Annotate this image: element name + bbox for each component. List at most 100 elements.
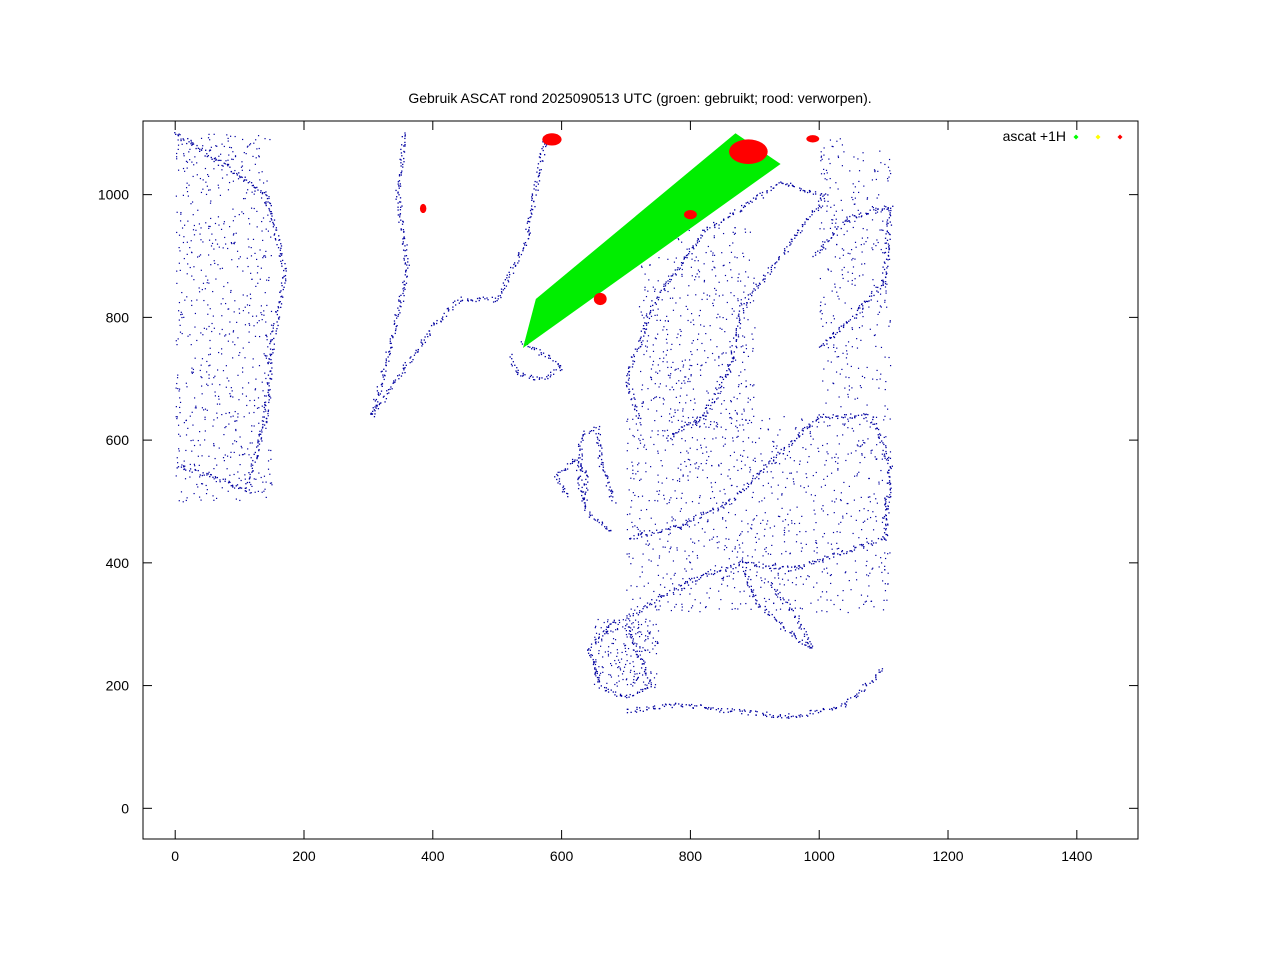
coast-dot bbox=[732, 213, 734, 215]
coast-dot bbox=[579, 457, 581, 459]
inland-dot bbox=[636, 656, 638, 658]
inland-dot bbox=[227, 282, 229, 284]
coast-dot bbox=[436, 319, 438, 322]
inland-dot bbox=[805, 530, 807, 533]
coast-dot bbox=[725, 502, 727, 504]
coast-dot bbox=[766, 466, 768, 468]
coast-dot bbox=[700, 234, 702, 236]
coast-dot bbox=[886, 534, 888, 536]
coast-dot bbox=[881, 208, 884, 210]
coast-dot bbox=[879, 434, 882, 436]
coast-dot bbox=[202, 472, 204, 474]
coast-dot bbox=[801, 429, 803, 431]
coast-dot bbox=[860, 543, 863, 546]
coast-dot bbox=[889, 466, 892, 469]
coast-dot bbox=[404, 141, 406, 144]
coastline-8 bbox=[626, 668, 884, 719]
inland-dot bbox=[754, 327, 756, 329]
inland-dot bbox=[217, 216, 220, 218]
coast-dot bbox=[631, 642, 634, 644]
inland-dot bbox=[237, 471, 239, 473]
coast-dot bbox=[664, 289, 666, 292]
inland-dot bbox=[737, 571, 739, 573]
coast-dot bbox=[658, 593, 661, 596]
inland-dot bbox=[237, 337, 239, 339]
coast-dot bbox=[835, 415, 837, 417]
coast-dot bbox=[271, 362, 273, 364]
coast-dot bbox=[398, 374, 401, 376]
coast-dot bbox=[409, 361, 411, 364]
inland-dot bbox=[887, 166, 890, 168]
coast-dot bbox=[579, 445, 581, 447]
inland-dot bbox=[177, 338, 179, 340]
inland-dot bbox=[743, 256, 745, 258]
inland-dot bbox=[227, 140, 229, 142]
coast-dot bbox=[603, 686, 606, 689]
inland-dot bbox=[691, 605, 694, 607]
coast-dot bbox=[389, 338, 391, 340]
inland-dot bbox=[265, 228, 267, 230]
inland-dot bbox=[263, 395, 266, 397]
coast-dot bbox=[746, 581, 748, 583]
coast-dot bbox=[607, 688, 609, 691]
inland-dot bbox=[616, 655, 618, 657]
inland-dot bbox=[750, 421, 753, 424]
coast-dot bbox=[890, 467, 892, 470]
inland-dot bbox=[756, 533, 758, 535]
coast-dot bbox=[751, 294, 753, 297]
inland-dot bbox=[822, 505, 824, 507]
coast-dot bbox=[421, 345, 423, 347]
coast-dot bbox=[269, 354, 272, 357]
coast-dot bbox=[398, 221, 400, 223]
inland-dot bbox=[217, 395, 220, 398]
coast-dot bbox=[638, 611, 641, 614]
inland-dot bbox=[189, 148, 191, 150]
inland-dot bbox=[683, 380, 685, 382]
inland-dot bbox=[186, 161, 189, 163]
inland-dot bbox=[667, 601, 669, 603]
coast-dot bbox=[269, 370, 272, 372]
inland-dot bbox=[656, 410, 658, 412]
coast-dot bbox=[735, 333, 737, 335]
coast-dot bbox=[593, 668, 596, 670]
coast-dot bbox=[782, 453, 784, 455]
inland-dot bbox=[837, 295, 839, 297]
inland-dot bbox=[264, 138, 266, 140]
coast-dot bbox=[745, 573, 747, 576]
inland-dot bbox=[632, 465, 634, 467]
inland-dot bbox=[644, 649, 647, 652]
inland-dot bbox=[730, 416, 732, 419]
coast-dot bbox=[230, 170, 232, 173]
inland-dot bbox=[661, 482, 663, 484]
inland-dot bbox=[827, 268, 829, 270]
coast-dot bbox=[811, 563, 813, 565]
inland-dot bbox=[783, 584, 785, 586]
inland-dot bbox=[232, 357, 234, 359]
inland-dot bbox=[594, 636, 596, 638]
inland-dot bbox=[629, 513, 631, 515]
coast-dot bbox=[801, 225, 804, 228]
inland-dot bbox=[265, 357, 268, 359]
inland-dot bbox=[267, 214, 269, 216]
coast-dot bbox=[697, 238, 699, 241]
inland-dot bbox=[723, 387, 725, 389]
inland-dot bbox=[633, 679, 635, 681]
coast-dot bbox=[886, 508, 888, 511]
inland-dot bbox=[862, 227, 864, 230]
inland-dot bbox=[734, 256, 736, 258]
coast-dot bbox=[888, 248, 890, 251]
inland-dot bbox=[640, 623, 643, 626]
coast-dot bbox=[376, 404, 378, 406]
inland-dot bbox=[642, 553, 644, 555]
inland-dot bbox=[884, 552, 886, 554]
coast-dot bbox=[827, 194, 829, 196]
coast-dot bbox=[747, 714, 749, 716]
coast-dot bbox=[838, 328, 840, 330]
inland-dot bbox=[847, 271, 849, 273]
coast-dot bbox=[649, 603, 651, 606]
inland-dot bbox=[262, 182, 265, 184]
coast-dot bbox=[753, 288, 755, 290]
inland-dot bbox=[253, 207, 255, 210]
inland-dot bbox=[786, 454, 789, 456]
inland-dot bbox=[839, 531, 841, 533]
